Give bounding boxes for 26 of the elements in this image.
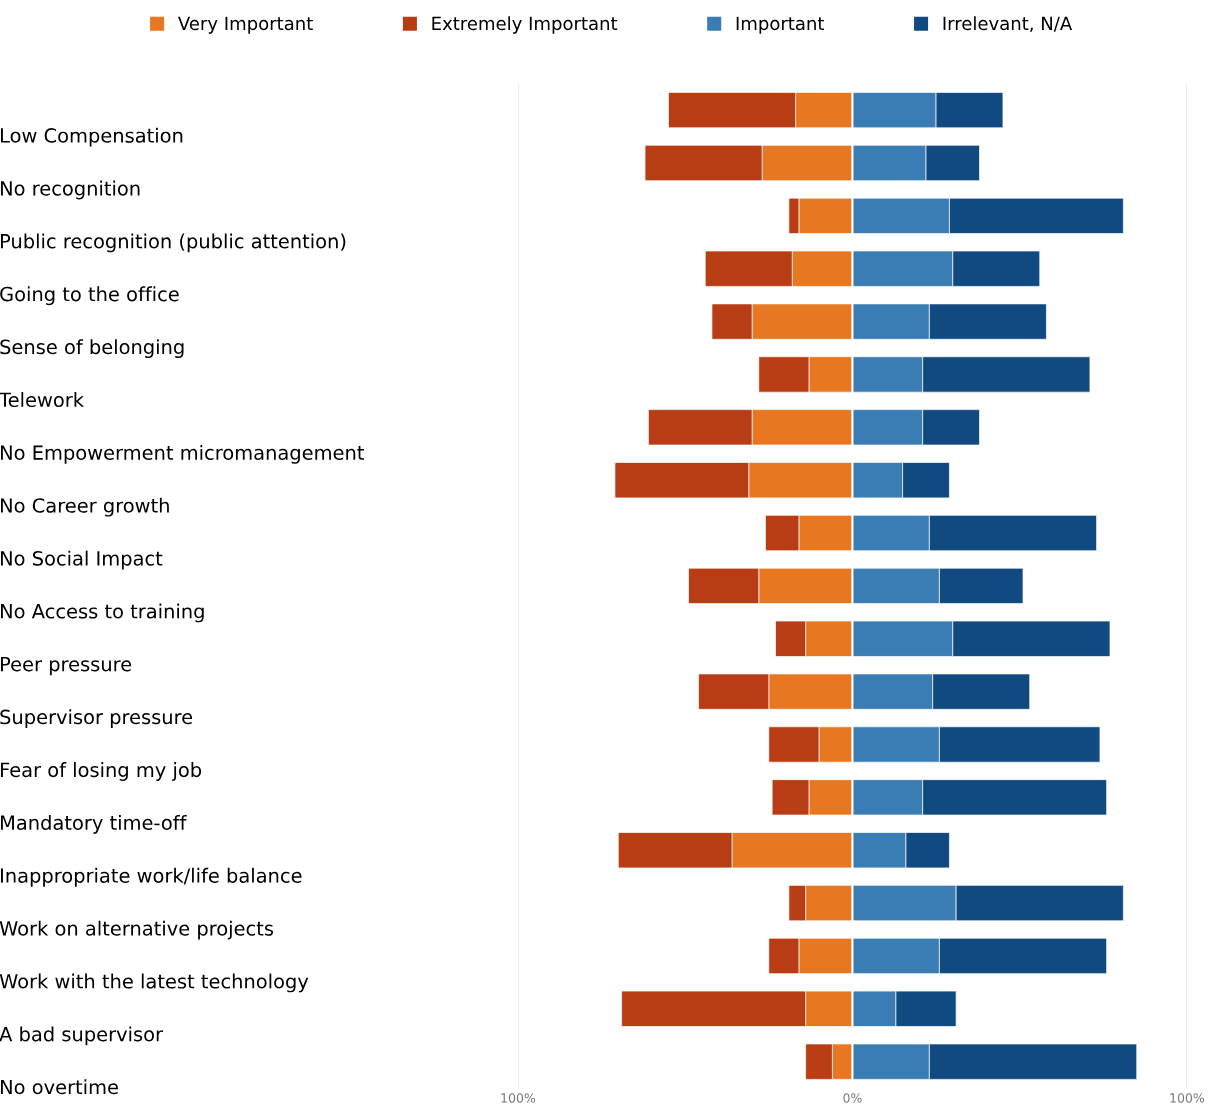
y-tick-label: No Empowerment micromanagement [0,444,364,464]
y-tick-label: Low Compensation [0,127,183,147]
x-tick-label: 0% [843,1093,862,1103]
y-tick-label: Going to the office [0,286,179,306]
y-tick-label: Telework [0,392,84,408]
legend-label: Very Important [178,16,313,34]
y-tick-label: Work on alternative projects [0,920,274,940]
y-tick-label: Public recognition (public attention) [0,233,346,253]
y-tick-label: No overtime [0,1079,118,1095]
y-tick-label: Peer pressure [0,656,132,676]
x-tick-label: 100% [501,1093,536,1103]
y-tick-label: Supervisor pressure [0,709,193,729]
legend-label: Extremely Important [432,16,618,34]
legend-label: Important [736,16,825,34]
y-tick-label: Mandatory time-off [0,814,187,834]
y-tick-label: Fear of losing my job [0,762,202,781]
y-tick-label: No Career growth [0,497,169,517]
y-tick-label: No Access to training [0,603,204,623]
y-tick-label: No Social Impact [0,550,163,570]
y-tick-label: Sense of belonging [0,339,184,359]
y-tick-label: A bad supervisor [0,1026,164,1046]
legend-label: Irrelevant, N/A [943,16,1073,33]
x-tick-label: 100% [1170,1093,1205,1103]
y-tick-label: Work with the latest technology [0,973,309,993]
y-tick-label: No recognition [0,180,140,200]
y-tick-label: Inappropriate work/life balance [0,867,302,887]
